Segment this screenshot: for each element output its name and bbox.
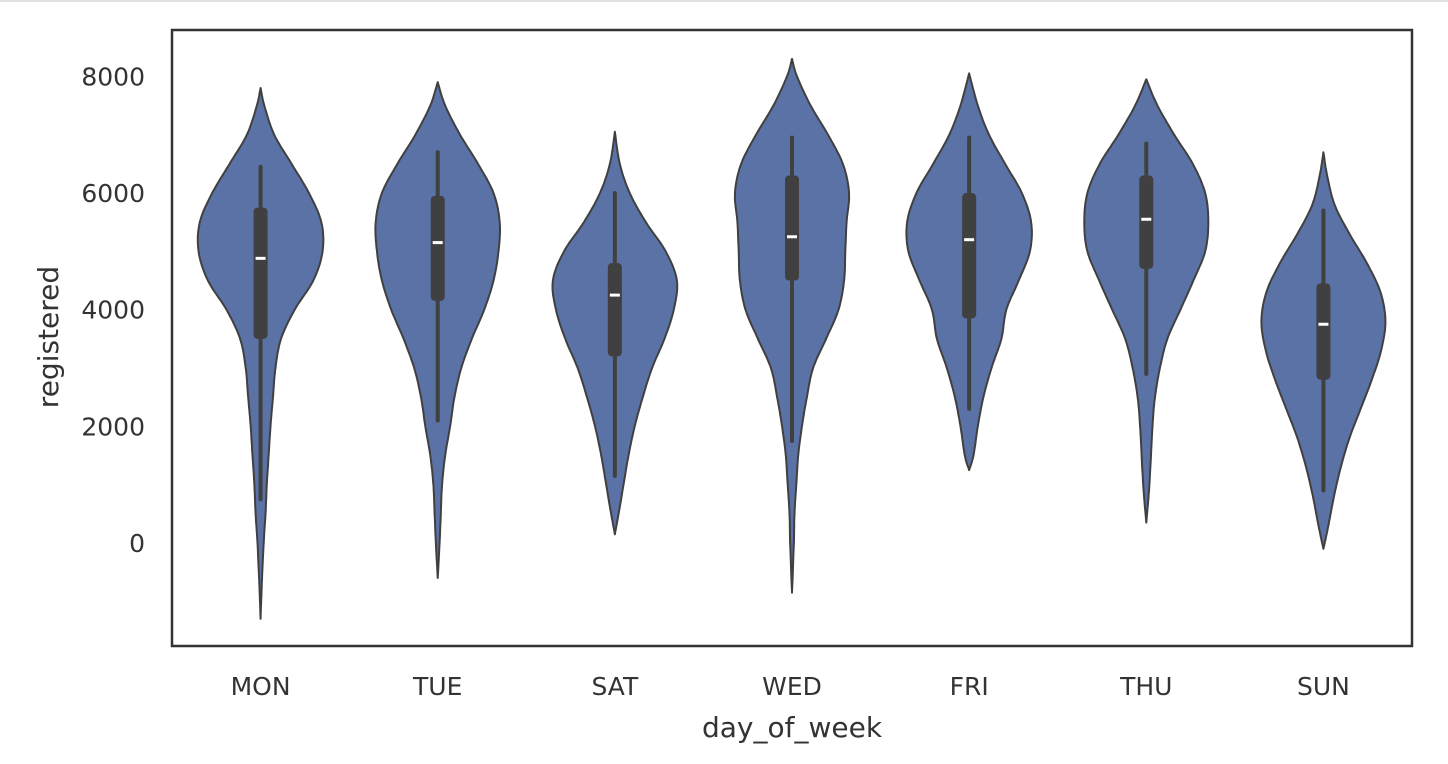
y-tick-label: 0	[129, 529, 145, 558]
violin-iqr-box	[785, 175, 799, 281]
violin-sun	[1260, 151, 1387, 550]
x-tick-label: THU	[1119, 672, 1172, 701]
y-tick-label: 4000	[81, 296, 145, 325]
violin-fri	[905, 72, 1033, 472]
violin-iqr-box	[253, 207, 268, 339]
top-divider	[0, 0, 1448, 2]
y-axis-ticks: 0 2000 4000 6000 8000	[81, 62, 145, 558]
y-tick-label: 8000	[81, 62, 145, 91]
x-axis-label: day_of_week	[702, 711, 883, 744]
x-tick-label: SAT	[591, 672, 638, 701]
violin-series	[196, 57, 1387, 620]
y-tick-label: 2000	[81, 412, 145, 441]
x-tick-label: TUE	[412, 672, 462, 701]
violin-iqr-box	[962, 193, 977, 319]
violin-thu	[1083, 78, 1210, 524]
violin-iqr-box	[1316, 283, 1331, 380]
x-tick-label: FRI	[950, 672, 989, 701]
plot-frame	[170, 28, 1414, 648]
y-tick-label: 6000	[81, 179, 145, 208]
x-axis-ticks: MON TUE SAT WED FRI THU SUN	[231, 672, 1350, 701]
x-tick-label: SUN	[1297, 672, 1350, 701]
violin-sat	[551, 130, 679, 536]
x-tick-label: MON	[231, 672, 291, 701]
y-axis-label: registered	[32, 266, 65, 408]
violin-tue	[374, 81, 501, 579]
violin-iqr-box	[430, 195, 445, 301]
violin-mon	[196, 87, 325, 620]
violin-iqr-box	[607, 263, 622, 357]
violin-iqr-box	[1139, 175, 1154, 269]
violin-wed	[733, 57, 851, 594]
x-tick-label: WED	[762, 672, 822, 701]
